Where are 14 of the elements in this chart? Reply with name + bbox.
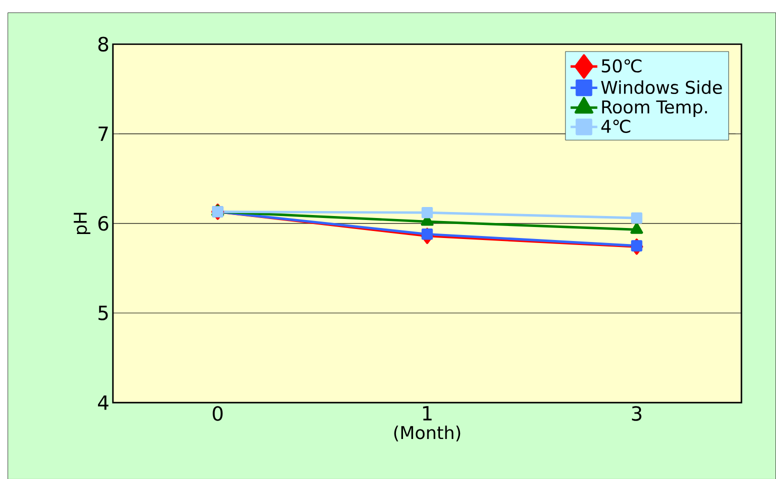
legend-label: Windows Side [601, 80, 722, 94]
x-tick-label: 1 [423, 406, 432, 420]
x-tick-label: 3 [632, 406, 642, 421]
legend-label: 4℃ [601, 119, 630, 133]
y-tick-label: 7 [98, 126, 108, 141]
legend-label: Room Temp. [602, 100, 707, 117]
y-tick-label: 8 [98, 36, 108, 52]
legend-label: 50℃ [602, 59, 642, 72]
x-tick-label: 0 [212, 406, 223, 421]
y-tick-label: 5 [98, 306, 108, 320]
y-axis-title: pH [74, 212, 90, 234]
y-tick-label: 4 [98, 395, 108, 410]
y-tick-label: 6 [98, 216, 108, 231]
x-axis-title: (Month) [394, 425, 460, 442]
